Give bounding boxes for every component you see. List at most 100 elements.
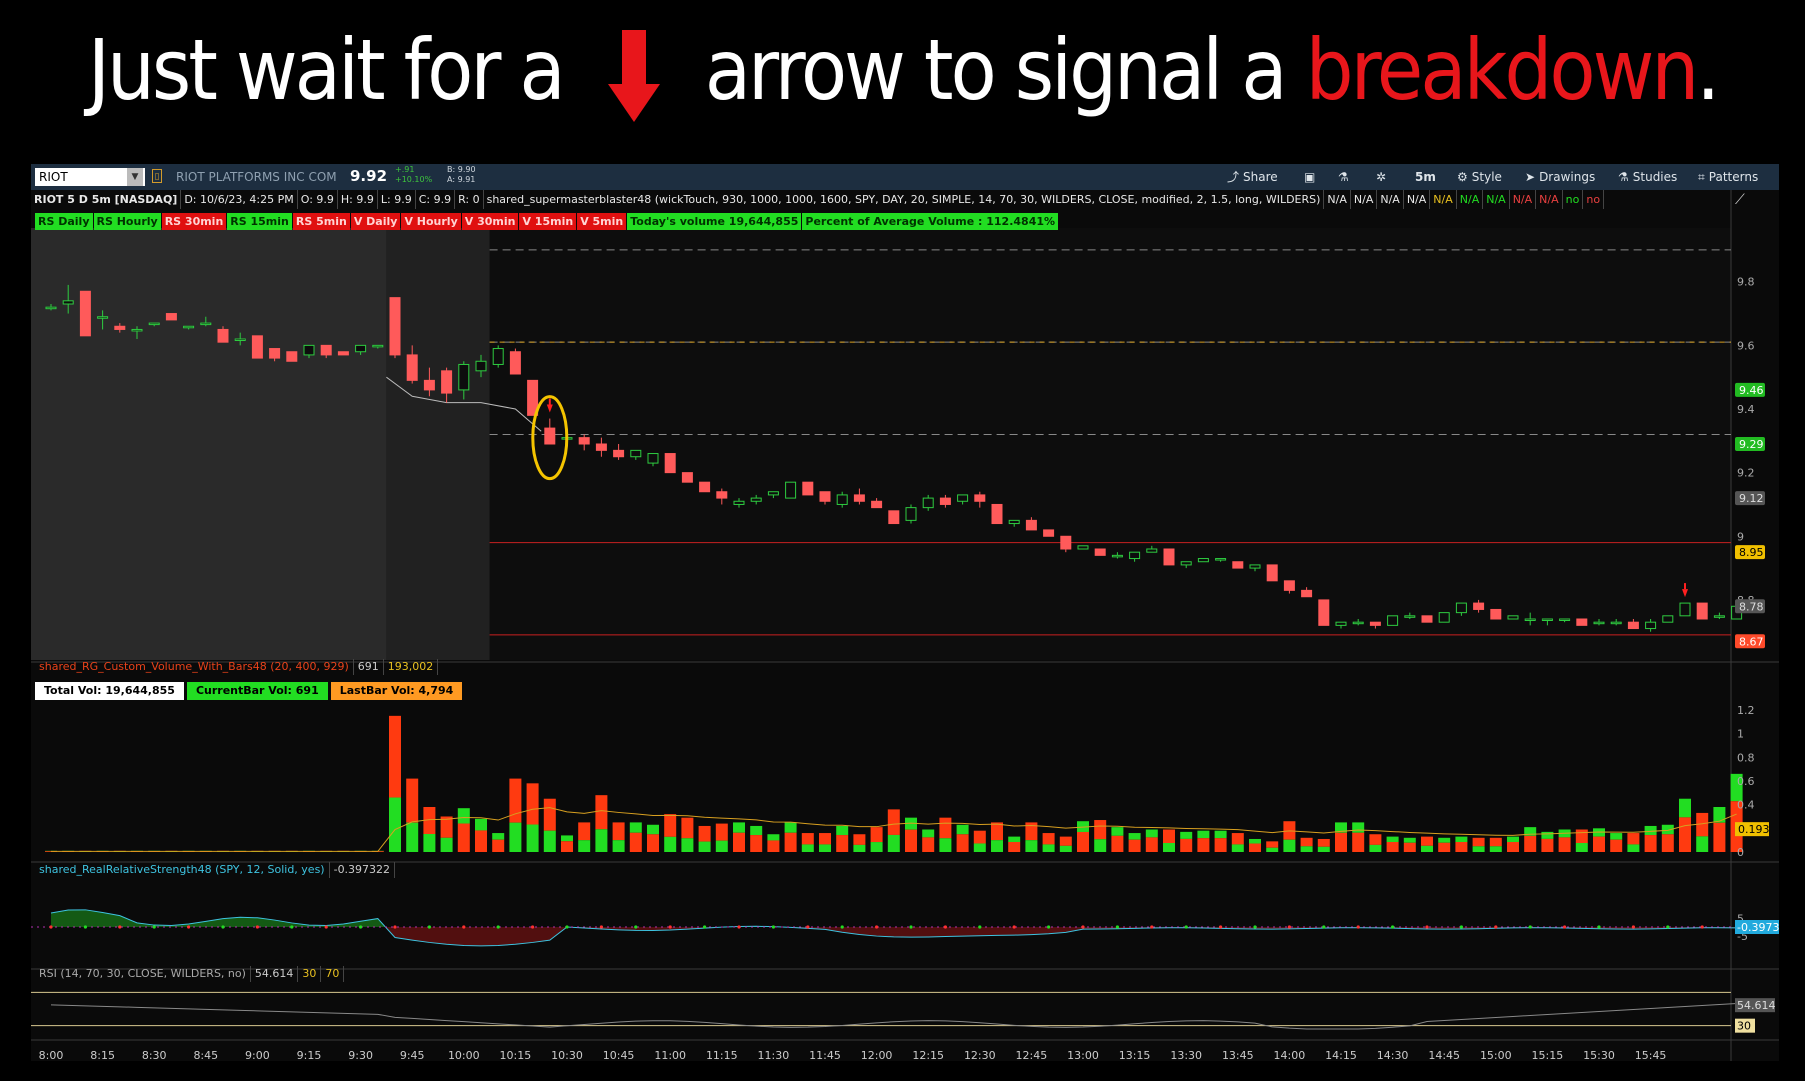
volume-bar-bottom — [664, 836, 677, 852]
time-tick: 14:00 — [1274, 1049, 1306, 1061]
lab-button[interactable]: ⚗ — [1338, 168, 1353, 186]
volume-bar-bottom — [1197, 838, 1210, 852]
volume-bar-top — [819, 833, 831, 845]
volume-bar-top — [1386, 836, 1399, 842]
volume-bar-bottom — [1575, 843, 1588, 852]
candle — [114, 323, 126, 333]
volume-bar-bottom — [526, 824, 539, 852]
volume-bar-top — [440, 816, 453, 838]
candle — [1404, 612, 1416, 619]
drawings-button[interactable]: ➤ Drawings — [1525, 170, 1596, 184]
signal-tag: V Hourly — [401, 213, 461, 230]
volume-bar-bottom — [973, 843, 986, 852]
volume-bar-top — [1575, 829, 1588, 844]
time-tick: 10:45 — [603, 1049, 635, 1061]
style-button[interactable]: ⚙ Style — [1457, 170, 1502, 184]
volume-bar-top — [629, 822, 642, 833]
share-button[interactable]: ⤴ Share — [1227, 170, 1278, 184]
signal-tag: V Daily — [350, 213, 401, 230]
candle — [1490, 608, 1502, 620]
flask-button[interactable]: ▣ — [1304, 168, 1319, 186]
time-tick: 9:30 — [348, 1049, 373, 1061]
candle — [871, 498, 883, 509]
rrs-dot — [875, 925, 879, 929]
volume-bar-bottom — [1231, 844, 1244, 852]
candle-body — [1610, 621, 1622, 625]
candle-body — [475, 360, 487, 372]
candle-body — [234, 338, 246, 341]
volume-bar-bottom — [715, 840, 728, 852]
candle-body — [183, 325, 195, 329]
volume-tick: 1 — [1737, 728, 1744, 741]
volume-bar-bottom — [1455, 841, 1468, 852]
candle — [1387, 615, 1399, 626]
candle-body — [337, 351, 349, 356]
patterns-button[interactable]: ⌗ Patterns — [1698, 170, 1759, 184]
volume-bar-top — [509, 778, 522, 823]
price-label-bg — [1735, 545, 1765, 560]
link-icon[interactable]: ▯ — [152, 169, 162, 183]
candle-body — [200, 322, 212, 326]
draw-tool-icon[interactable]: ⟋ — [1735, 192, 1745, 208]
rrs-dot — [83, 925, 87, 929]
candle-body — [1507, 615, 1519, 620]
bar-range: R: 0 — [455, 190, 484, 209]
volume-bar-bottom — [939, 838, 952, 852]
candle-body — [251, 335, 263, 359]
candle-body — [355, 344, 367, 353]
volume-bar-top — [1661, 824, 1674, 835]
rrs-dot — [462, 925, 466, 929]
volume-box: CurrentBar Vol: 691 — [186, 682, 328, 700]
candle-body — [647, 453, 659, 464]
volume-bar-bottom — [543, 830, 556, 852]
rrs-dot — [1115, 925, 1119, 929]
time-tick: 10:30 — [551, 1049, 583, 1061]
rrs-dot — [599, 925, 604, 929]
candle-body — [767, 491, 779, 496]
volume-bar-bottom — [1128, 839, 1141, 852]
candle — [733, 498, 745, 508]
candle-body — [1387, 615, 1399, 626]
time-tick: 13:45 — [1222, 1049, 1254, 1061]
candle-body — [458, 363, 470, 391]
volume-bar-bottom — [1283, 839, 1296, 852]
price-tick: 9 — [1737, 530, 1744, 543]
volume-study-v2: 193,002 — [384, 659, 439, 675]
signal-tag: V 15min — [519, 213, 577, 230]
volume-bar-top — [1111, 827, 1124, 836]
candle — [1283, 580, 1295, 594]
rrs-dot — [1528, 925, 1532, 929]
studies-button[interactable]: ⚗ Studies — [1618, 170, 1678, 184]
candle-body — [664, 453, 676, 474]
chart-subheader: RIOT 5 D 5m [NASDAQ] D: 10/6/23, 4:25 PM O… — [31, 190, 1731, 209]
candle — [595, 437, 607, 457]
time-tick: 12:30 — [964, 1049, 996, 1061]
volume-bar-top — [1231, 833, 1244, 845]
bar-close: C: 9.9 — [416, 190, 456, 209]
volume-bar-top — [595, 795, 608, 830]
volume-bar-top — [1335, 822, 1347, 833]
volume-bar-top — [1025, 822, 1038, 841]
symbol-dropdown-icon[interactable]: ▼ — [127, 168, 143, 186]
volume-bar-top — [767, 834, 780, 841]
signal-arrow-icon — [1682, 589, 1688, 598]
study-flag: N/A — [1510, 190, 1537, 209]
rrs-dot — [187, 925, 191, 929]
candle-body — [286, 351, 298, 362]
volume-bar-bottom — [1163, 843, 1175, 852]
symbol-input[interactable]: RIOT — [35, 168, 145, 186]
candle — [251, 335, 263, 359]
candle-body — [1163, 548, 1175, 566]
timeframe-button[interactable]: 5m — [1415, 170, 1436, 184]
company-name: RIOT PLATFORMS INC COM — [176, 170, 337, 184]
price-tick: 9.6 — [1737, 339, 1755, 352]
price-label: 8.78 — [1739, 600, 1764, 613]
rrs-tick: 5 — [1737, 912, 1744, 925]
volume-bar-bottom — [440, 837, 453, 852]
bar-open: O: 9.9 — [298, 190, 338, 209]
study-flag: no — [1563, 190, 1584, 209]
settings-button[interactable]: ✲ — [1376, 168, 1390, 186]
signal-tag: Today's volume 19,644,855 — [627, 213, 802, 230]
candle — [458, 361, 470, 400]
volume-bar-bottom — [1489, 846, 1502, 852]
